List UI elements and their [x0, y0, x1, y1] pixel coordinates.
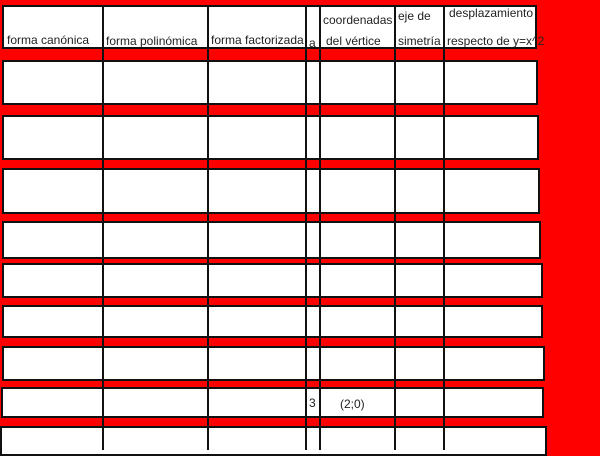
header-coordenadas-line1: coordenadas: [323, 13, 393, 27]
cell-a-row8: 3: [309, 396, 316, 410]
header-a: a: [309, 36, 316, 50]
table-row[interactable]: [1, 387, 544, 418]
table-row[interactable]: [2, 168, 540, 214]
table-row[interactable]: [2, 346, 545, 381]
table-row[interactable]: [2, 305, 543, 338]
table-header-row: [2, 5, 537, 49]
column-divider: [207, 6, 209, 450]
header-desplazamiento-line2: respecto de y=x^2: [447, 34, 545, 48]
column-divider: [102, 6, 104, 450]
cell-vertice-row8: (2;0): [340, 397, 365, 411]
table-row[interactable]: [2, 221, 541, 259]
header-coordenadas-line2: del vértice: [326, 34, 381, 48]
header-eje-line1: eje de: [398, 9, 431, 23]
header-forma-factorizada: forma factorizada: [211, 33, 304, 47]
column-divider: [319, 6, 321, 450]
table-row[interactable]: [0, 426, 547, 456]
column-divider: [305, 6, 307, 450]
table-row[interactable]: [2, 115, 539, 160]
header-desplazamiento-line1: desplazamiento: [449, 6, 534, 20]
column-divider: [394, 6, 396, 450]
header-eje-line2: simetría: [398, 34, 441, 48]
column-divider: [443, 6, 445, 450]
table-row[interactable]: [2, 263, 543, 298]
header-forma-polinomica: forma polinómica: [106, 34, 198, 48]
header-forma-canonica: forma canónica: [7, 33, 90, 47]
table-row[interactable]: [2, 60, 538, 105]
